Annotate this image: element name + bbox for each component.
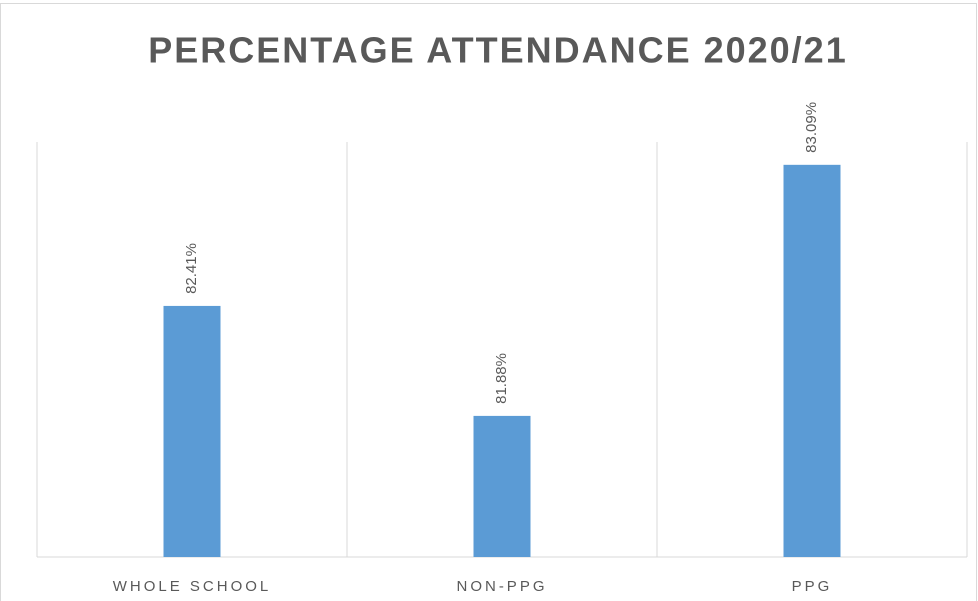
chart-border — [0, 3, 977, 601]
value-label: 82.41% — [183, 243, 200, 294]
bar — [163, 305, 221, 557]
chart-title: PERCENTAGE ATTENDANCE 2020/21 — [148, 30, 847, 71]
x-tick-label: NON-PPG — [456, 578, 547, 595]
bar — [473, 415, 531, 557]
value-label: 83.09% — [803, 102, 820, 153]
bar — [783, 164, 841, 557]
x-tick-label: WHOLE SCHOOL — [113, 578, 272, 595]
x-tick-label: PPG — [792, 578, 833, 595]
value-label: 81.88% — [493, 353, 510, 404]
